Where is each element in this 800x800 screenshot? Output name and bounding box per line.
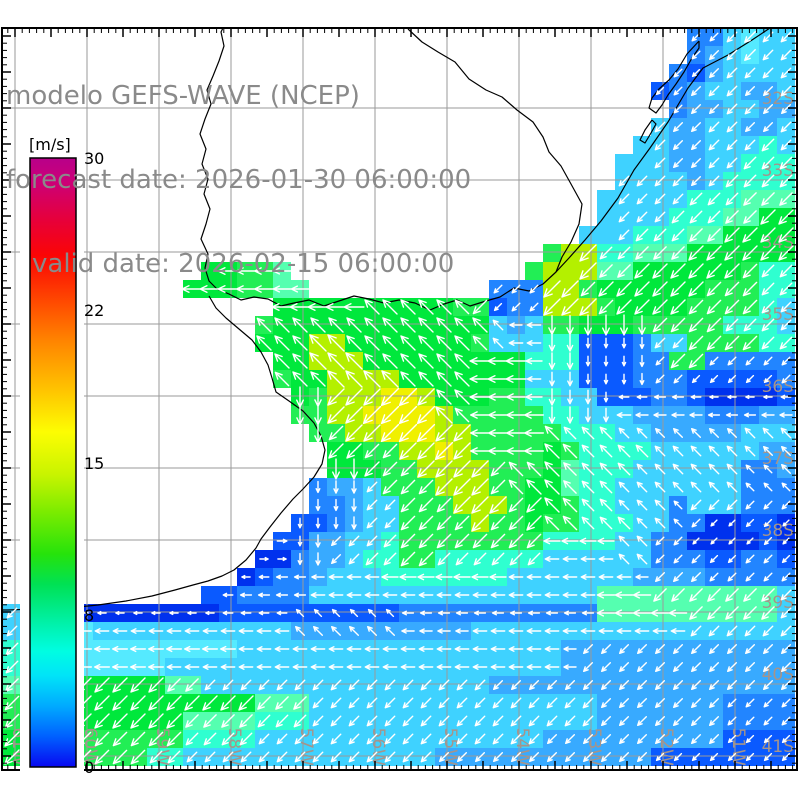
- svg-text:8: 8: [84, 606, 94, 625]
- svg-text:51W: 51W: [728, 728, 748, 767]
- map-title-block: modelo GEFS-WAVE (NCEP) forecast date: 2…: [6, 26, 471, 334]
- wave-direction-arrows: [4, 31, 794, 765]
- svg-text:0: 0: [84, 758, 94, 777]
- svg-text:15: 15: [84, 454, 104, 473]
- forecast-date-line: forecast date: 2026-01-30 06:00:00: [6, 165, 472, 195]
- model-title: modelo GEFS-WAVE (NCEP): [6, 81, 360, 111]
- valid-date-line: valid date: 2026-02-15 06:00:00: [32, 249, 455, 279]
- svg-text:52W: 52W: [656, 728, 676, 767]
